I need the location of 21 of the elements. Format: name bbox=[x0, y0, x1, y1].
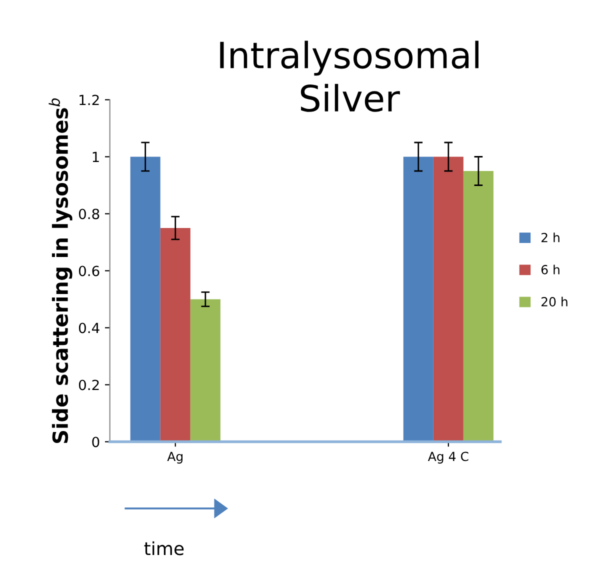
legend-label: 2 h bbox=[542, 232, 560, 242]
bar bbox=[130, 156, 160, 442]
y-tick-label: 1 bbox=[92, 152, 99, 162]
text: time bbox=[144, 541, 184, 556]
legend-label: 6 h bbox=[541, 264, 560, 274]
y-tick-label: 0.6 bbox=[78, 266, 100, 276]
bar bbox=[403, 156, 434, 442]
y-tick-label: 1.2 bbox=[80, 94, 99, 106]
x-tick-label: Ag 4 C bbox=[428, 452, 468, 464]
chart-title: Intralysosomal Silver bbox=[220, 40, 478, 112]
y-tick-label: 0.8 bbox=[78, 208, 100, 220]
x-tick-label: Ag bbox=[167, 452, 182, 464]
bar bbox=[433, 156, 464, 442]
y-axis-title: Side scattering in lysosomes$^{b}$ bbox=[48, 98, 72, 444]
y-tick-label: 0 bbox=[92, 436, 100, 448]
bar bbox=[463, 171, 494, 442]
bar bbox=[190, 299, 220, 442]
legend-label: 20 h bbox=[542, 296, 568, 306]
y-tick-label: 0.4 bbox=[78, 322, 100, 334]
y-tick-label: 0.2 bbox=[78, 380, 99, 390]
bar bbox=[160, 228, 190, 442]
